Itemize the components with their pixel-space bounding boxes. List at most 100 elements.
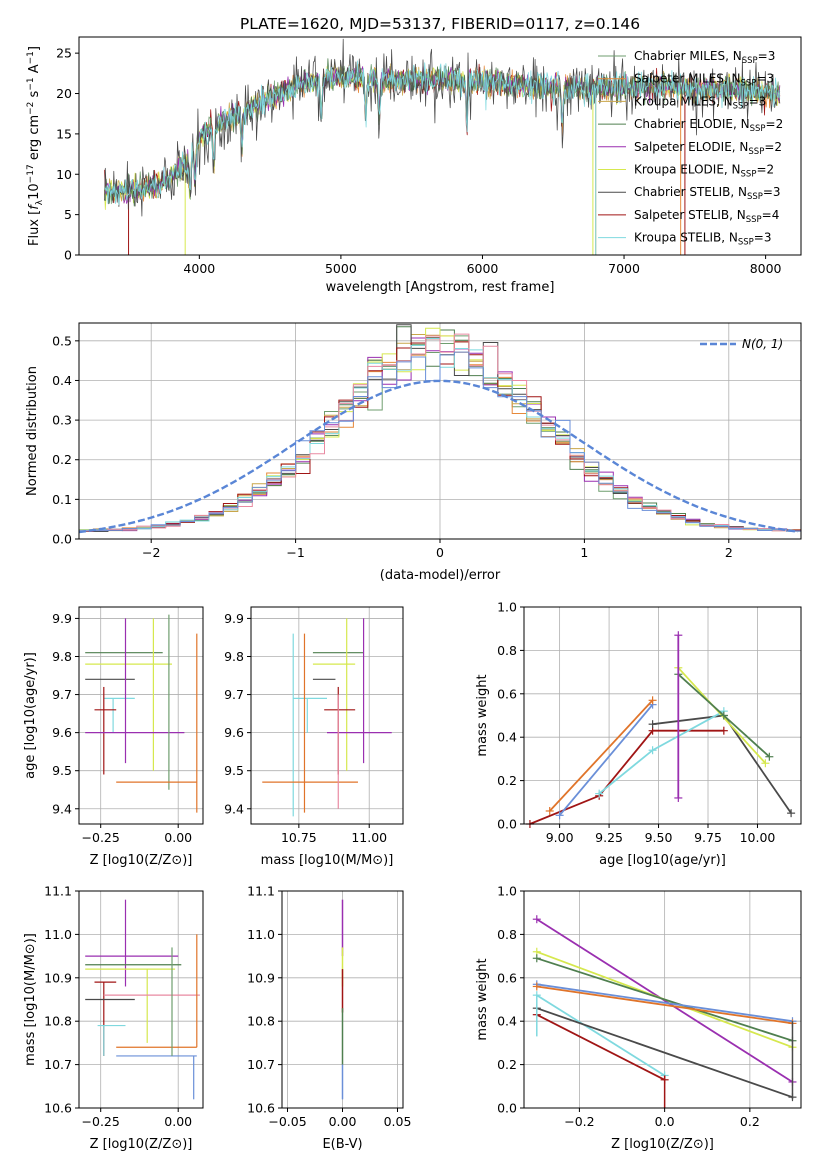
y-tick-label: 10.9	[44, 970, 72, 985]
x-tick-label: 0.05	[384, 1114, 412, 1129]
x-tick-label: 0.00	[329, 1114, 357, 1129]
y-tick-label: 0.4	[497, 1014, 517, 1029]
y-tick-label: 9.9	[52, 611, 72, 626]
mass_vs_Z-panel: −0.25 0.00 10.6 10.7 10.8 10.9 11.0 11.1 Z [log1…	[23, 884, 204, 1152]
y-axis-label-part: 10	[27, 183, 42, 200]
legend-entry-name: Kroupa STELIB, N	[634, 231, 738, 245]
x-tick-label: −1	[286, 545, 304, 560]
y-tick-label: 9.8	[52, 649, 72, 664]
age_vs_Z-panel: −0.25 0.00 9.4 9.5 9.6 9.7 9.8 9.9 Z [log10(Z/Z⊙…	[23, 606, 204, 868]
x-tick-label: 4000	[183, 261, 215, 276]
y-axis-label-part: s	[27, 90, 42, 101]
y-tick-label: 11.0	[247, 927, 275, 942]
y-tick-label: 0.0	[497, 1101, 517, 1116]
axes-frame	[523, 606, 802, 825]
legend-entry-subscript: SSP	[741, 79, 757, 89]
legend-entry-name: Salpeter STELIB, N	[634, 208, 746, 222]
y-axis-label-part: −1	[26, 51, 36, 64]
y-tick-label: 0.4	[497, 730, 517, 745]
figure-title: PLATE=1620, MJD=53137, FIBERID=0117, z=0…	[240, 15, 640, 33]
legend-entry-count: =3	[754, 231, 772, 245]
legend-entry: Kroupa STELIB, NSSP=3	[634, 231, 772, 248]
mass-weight-line	[536, 918, 793, 1083]
y-tick-label: 9.5	[224, 763, 244, 778]
x-axis-label: E(B-V)	[322, 1137, 362, 1152]
legend-entry-subscript: SSP	[742, 56, 758, 66]
y-tick-label: 0.2	[52, 452, 72, 467]
mass-weight-line	[536, 985, 793, 1025]
x-axis-label: Z [log10(Z/Z⊙)]	[90, 1137, 193, 1152]
legend-entry-count: =3	[749, 94, 767, 108]
legend-entry: Salpeter STELIB, NSSP=4	[634, 208, 779, 225]
x-tick-label: 11.00	[351, 830, 387, 845]
x-tick-label: 8000	[750, 261, 782, 276]
mass-weight-line	[536, 1013, 666, 1081]
y-tick-label: 10.8	[247, 1014, 275, 1029]
legend-entry: Salpeter MILES, NSSP=3	[634, 72, 774, 89]
legend-entry-count: =2	[756, 163, 774, 177]
x-axis-label: wavelength [Angstrom, rest frame]	[326, 280, 555, 295]
y-tick-label: 10.8	[44, 1014, 72, 1029]
y-axis-label: Flux [fλ10−17 erg cm−2 s−1 A−1]	[26, 46, 45, 246]
y-axis-label: mass weight	[475, 674, 490, 756]
y-axis-label-part: −1	[26, 77, 36, 90]
mass_vs_Z-plot	[85, 899, 200, 1100]
age_vs_mass-panel: 10.75 11.00 9.4 9.5 9.6 9.7 9.8 9.9 mass [log10(…	[224, 606, 404, 868]
axes-frame	[78, 36, 802, 256]
x-tick-label: 0.0	[655, 1114, 675, 1129]
legend-entry-count: =3	[756, 72, 774, 86]
legend-entry-name: Salpeter ELODIE, N	[634, 140, 748, 154]
y-tick-label: 10.9	[247, 970, 275, 985]
age_vs_mass-plot	[262, 618, 392, 817]
x-tick-label: 0.2	[740, 1114, 760, 1129]
legend-entry-name: Chabrier STELIB, N	[634, 185, 747, 199]
y-tick-label: 9.7	[52, 687, 72, 702]
legend-entry-count: =4	[762, 208, 780, 222]
y-tick-label: 11.1	[247, 884, 275, 899]
x-tick-label: 2	[725, 545, 733, 560]
y-tick-label: 10.7	[44, 1057, 72, 1072]
y-tick-label: 0	[64, 248, 72, 263]
y-axis-label: mass weight	[475, 958, 490, 1040]
mw_vs_Z-panel: −0.2 0.0 0.2 0.0 0.2 0.4 0.6 0.8 1.0 Z [log10(Z/Z…	[475, 884, 802, 1152]
legend-entry-subscript: SSP	[738, 238, 754, 248]
y-axis-label: mass [log10(M/M⊙)]	[23, 933, 38, 1066]
y-tick-label: 1.0	[497, 600, 517, 615]
y-tick-label: 0.6	[497, 970, 517, 985]
x-tick-label: 10.00	[740, 830, 776, 845]
y-axis-label-part: erg cm	[27, 115, 42, 164]
y-axis-label-part: ]	[27, 46, 42, 51]
normal-curve	[79, 379, 799, 534]
x-tick-label: 9.25	[595, 830, 623, 845]
legend-entry-subscript: SSP	[747, 192, 763, 202]
y-axis-label-part: −2	[26, 102, 36, 115]
y-tick-label: 15	[56, 126, 72, 141]
y-tick-label: 10.6	[247, 1101, 275, 1116]
x-tick-label: −0.25	[82, 1114, 120, 1129]
y-axis-label-part: Flux [	[27, 210, 42, 246]
mass-weight-line	[536, 983, 793, 1023]
mass-weight-line	[558, 704, 654, 816]
x-tick-label: −0.25	[82, 830, 120, 845]
x-tick-label: 9.75	[694, 830, 722, 845]
mass-weight-line	[529, 729, 724, 825]
y-tick-label: 9.4	[224, 801, 244, 816]
x-axis-label: age [log10(age/yr)]	[599, 853, 726, 868]
axes-frame	[523, 890, 802, 1109]
axes-frame	[250, 606, 404, 825]
y-axis-label-part: A	[27, 64, 42, 77]
residuals-panel: −2 −1 0 1 2 0.0 0.1 0.2 0.3 0.4 0.5 (data-model)/er…	[25, 322, 802, 583]
y-tick-label: 0.6	[497, 686, 517, 701]
spectrum-series-line	[104, 60, 781, 206]
legend-entry-subscript: SSP	[733, 101, 749, 111]
y-tick-label: 11.1	[44, 884, 72, 899]
x-tick-label: 0	[436, 545, 444, 560]
legend-entry: N(0, 1)	[742, 337, 783, 351]
mw_vs_age-panel: 9.00 9.25 9.50 9.75 10.00 0.0 0.2 0.4 0.6 0.8 1.0 a…	[475, 600, 802, 868]
y-axis-label-part: λ	[35, 199, 45, 205]
y-tick-label: 10.6	[44, 1101, 72, 1116]
legend-entry-subscript: SSP	[746, 215, 762, 225]
y-axis-label-part: −17	[26, 164, 36, 183]
legend-entry: Kroupa ELODIE, NSSP=2	[634, 163, 774, 180]
